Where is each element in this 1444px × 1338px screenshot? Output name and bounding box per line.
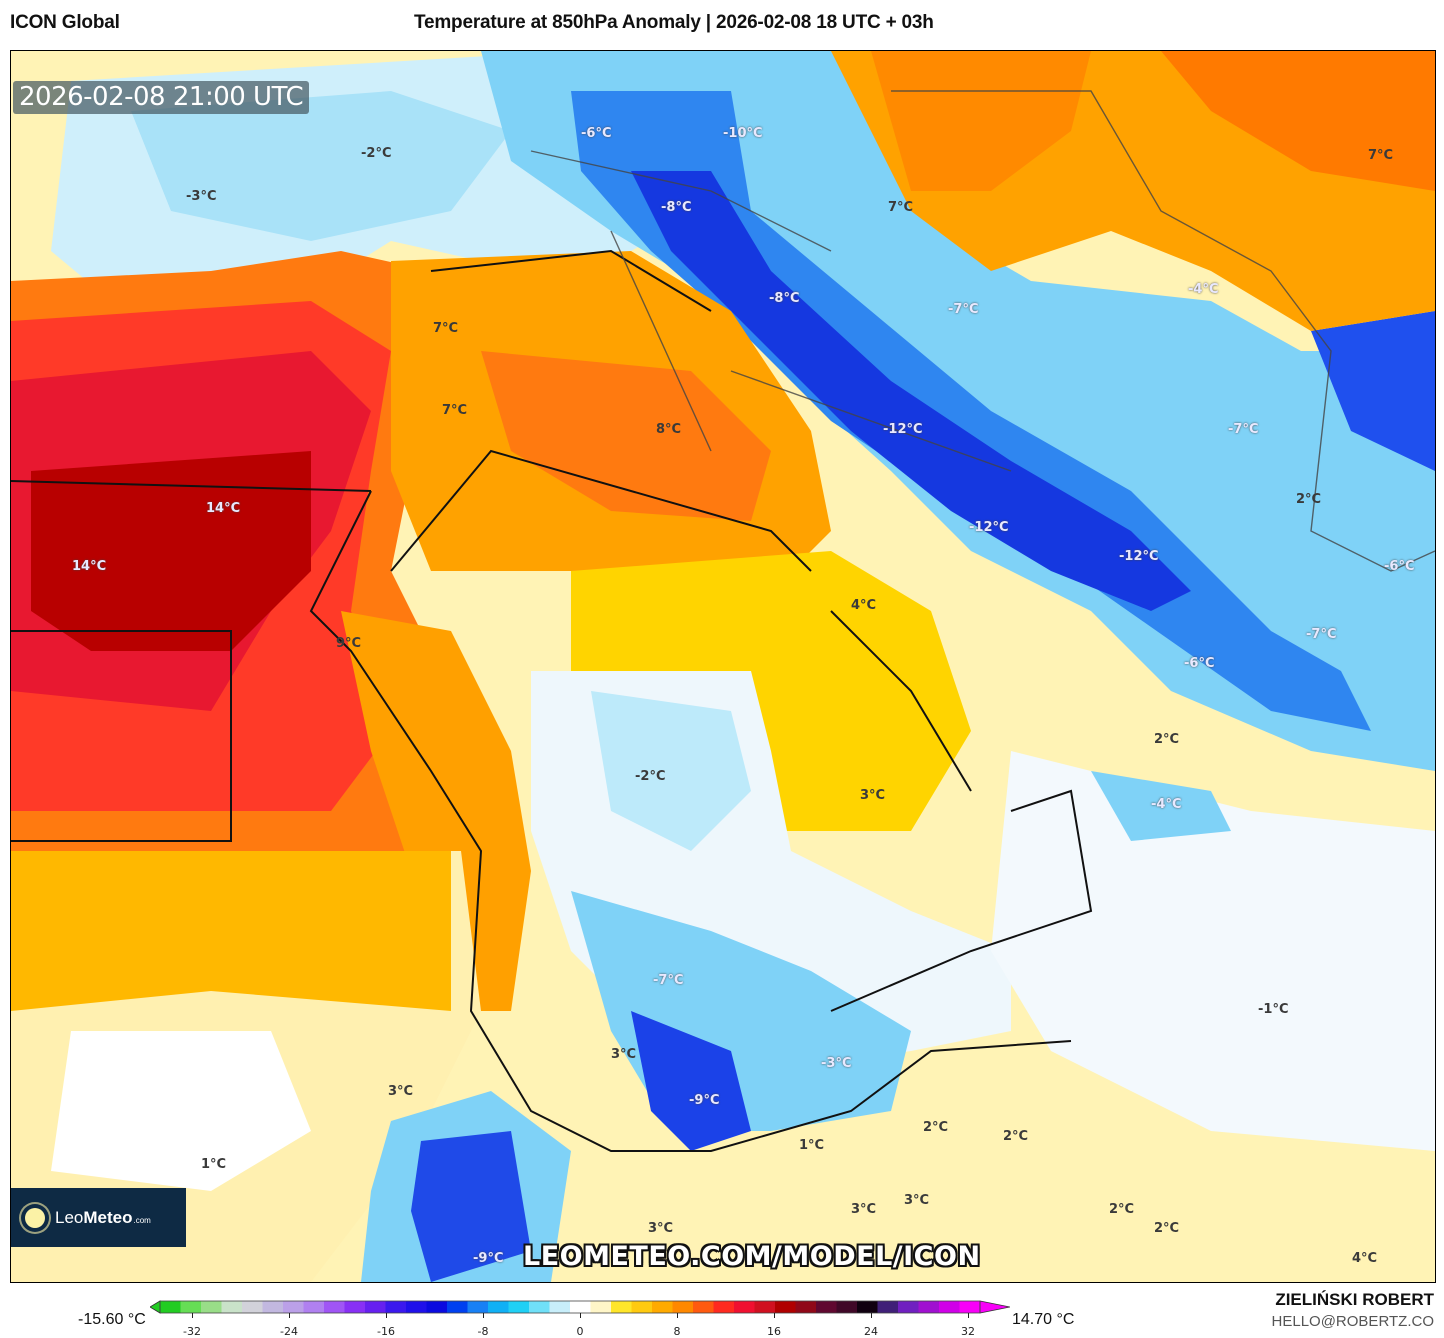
- model-name: ICON Global: [10, 12, 120, 33]
- temperature-label: -6°C: [1184, 656, 1215, 671]
- temperature-label: -3°C: [186, 189, 217, 204]
- temperature-label: -6°C: [581, 126, 612, 141]
- temperature-label: 2°C: [1003, 1129, 1029, 1144]
- temperature-label: 7°C: [1368, 148, 1394, 163]
- colorbar-tick-label: 8: [673, 1325, 681, 1338]
- temperature-label: 4°C: [1352, 1251, 1378, 1266]
- colorbar-tick-label: 24: [864, 1325, 878, 1338]
- temperature-label: 3°C: [388, 1084, 414, 1099]
- leometeo-logo[interactable]: Leo Meteo .com: [11, 1188, 186, 1247]
- chart-title: Temperature at 850hPa Anomaly | 2026-02-…: [414, 12, 934, 33]
- temperature-label: 7°C: [888, 200, 914, 215]
- temperature-label: -9°C: [473, 1251, 504, 1266]
- author-name: ZIELIŃSKI ROBERT: [1275, 1290, 1434, 1309]
- temperature-label: 3°C: [611, 1047, 637, 1062]
- logo-meteo: Meteo: [83, 1207, 133, 1227]
- colorbar-min-label: -15.60 °C: [78, 1311, 146, 1328]
- valid-time-badge: 2026-02-08 21:00 UTC: [13, 81, 310, 114]
- temperature-label: -12°C: [1119, 549, 1159, 564]
- colorbar-tick-mark: [483, 1313, 484, 1318]
- map-background: [11, 51, 1435, 1282]
- sun-icon: [25, 1207, 45, 1228]
- temperature-label: 1°C: [201, 1157, 227, 1172]
- colorbar-tick-mark: [968, 1313, 969, 1318]
- colorbar-tick-label: 0: [576, 1325, 584, 1338]
- temperature-label: 2°C: [923, 1120, 949, 1135]
- temperature-label: -7°C: [1228, 422, 1259, 437]
- source-url-watermark: LEOMETEO.COM/MODEL/ICON: [523, 1241, 981, 1272]
- colorbar-tick-mark: [386, 1313, 387, 1318]
- logo-leo: Leo: [55, 1207, 84, 1227]
- temperature-label: -2°C: [635, 769, 666, 784]
- temperature-label: 2°C: [1109, 1202, 1135, 1217]
- temperature-label: 14°C: [72, 559, 107, 574]
- temperature-label: -8°C: [661, 200, 692, 215]
- colorbar-tick-mark: [289, 1313, 290, 1318]
- temperature-label: 2°C: [1154, 1221, 1180, 1236]
- temperature-label: -2°C: [361, 146, 392, 161]
- temperature-label: -7°C: [948, 302, 979, 317]
- temperature-label: 8°C: [656, 422, 682, 437]
- colorbar-tick-label: 16: [767, 1325, 781, 1338]
- temperature-label: -10°C: [723, 126, 763, 141]
- logo-com: .com: [133, 1215, 151, 1225]
- temperature-label: 1°C: [799, 1138, 825, 1153]
- colorbar-tick-label: -24: [280, 1325, 298, 1338]
- temperature-label: 2°C: [1296, 492, 1322, 507]
- temperature-label: -1°C: [1258, 1002, 1289, 1017]
- temperature-label: -9°C: [689, 1093, 720, 1108]
- temperature-label: 3°C: [851, 1202, 877, 1217]
- colorbar-tick-mark: [774, 1313, 775, 1318]
- temperature-label: -7°C: [1306, 627, 1337, 642]
- temperature-label: -7°C: [653, 973, 684, 988]
- temperature-label: 4°C: [851, 598, 877, 613]
- colorbar-tick-mark: [677, 1313, 678, 1318]
- temperature-label: -4°C: [1188, 282, 1219, 297]
- temperature-label: 7°C: [433, 321, 459, 336]
- colorbar-tick-label: -32: [183, 1325, 201, 1338]
- colorbar-tick-label: -16: [377, 1325, 395, 1338]
- temperature-label: 3°C: [904, 1193, 930, 1208]
- temperature-label: 2°C: [1154, 732, 1180, 747]
- colorbar-gradient: [149, 1300, 1011, 1314]
- temperature-anomaly-map: 2026-02-08 21:00 UTC -2°C -3°C -6°C -10°C -8…: [10, 50, 1436, 1283]
- temperature-label: -12°C: [883, 422, 923, 437]
- temperature-label: -8°C: [769, 291, 800, 306]
- temperature-label: -3°C: [821, 1056, 852, 1071]
- colorbar-tick-label: -8: [477, 1325, 489, 1338]
- temperature-label: 3°C: [648, 1221, 674, 1236]
- author-email[interactable]: HELLO@ROBERTZ.CO: [1271, 1313, 1434, 1330]
- temperature-label: 3°C: [860, 788, 886, 803]
- colorbar: [149, 1299, 1011, 1314]
- temperature-label: 9°C: [336, 636, 362, 651]
- temperature-label: 14°C: [206, 501, 241, 516]
- temperature-label: -12°C: [969, 520, 1009, 535]
- colorbar-tick-mark: [580, 1313, 581, 1318]
- temperature-label: 7°C: [442, 403, 468, 418]
- colorbar-max-label: 14.70 °C: [1012, 1311, 1075, 1328]
- colorbar-tick-label: 32: [961, 1325, 975, 1338]
- colorbar-tick-mark: [192, 1313, 193, 1318]
- temperature-label: -4°C: [1151, 797, 1182, 812]
- colorbar-tick-mark: [871, 1313, 872, 1318]
- temperature-label: -6°C: [1384, 559, 1415, 574]
